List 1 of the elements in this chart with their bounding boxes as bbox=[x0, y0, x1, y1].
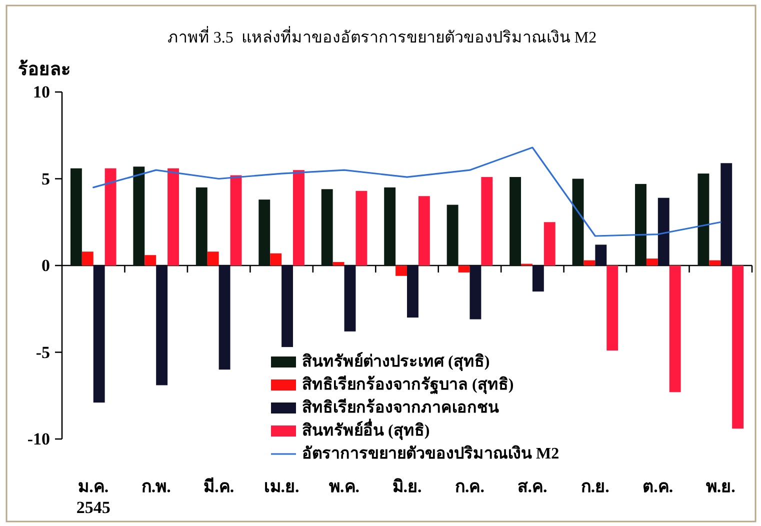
ylabel: ร้อยละ bbox=[18, 59, 71, 79]
